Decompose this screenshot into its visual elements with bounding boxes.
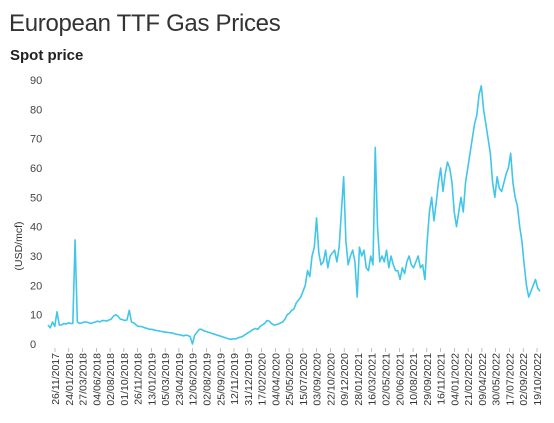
- x-tick-label: 10/08/2021: [408, 353, 420, 406]
- x-tick-label: 25/05/2020: [284, 353, 296, 406]
- y-tick-label: 20: [30, 280, 42, 292]
- x-tick-label: 19/10/2022: [532, 353, 544, 406]
- y-tick-label: 80: [30, 104, 42, 116]
- x-tick-label: 13/01/2019: [146, 353, 158, 406]
- x-tick-label: 02/05/2021: [381, 353, 393, 406]
- x-tick-label: 26/11/2017: [50, 353, 62, 405]
- x-tick-label: 04/01/2022: [449, 353, 461, 406]
- x-tick-label: 20/06/2021: [394, 353, 406, 406]
- x-tick-label: 31/12/2019: [243, 353, 255, 406]
- y-tick-label: 0: [30, 339, 36, 351]
- x-tick-label: 25/09/2019: [215, 353, 227, 406]
- y-tick-label: 60: [30, 163, 42, 175]
- x-tick-label: 22/10/2020: [325, 353, 337, 406]
- y-tick-label: 70: [30, 134, 42, 146]
- series-line: [47, 85, 541, 345]
- x-tick-label: 02/08/2019: [201, 353, 213, 406]
- x-tick-label: 02/08/2018: [105, 353, 117, 406]
- x-tick-label: 29/09/2021: [422, 353, 434, 406]
- y-axis-label: (USD/mcf): [13, 222, 25, 271]
- y-tick-label: 40: [30, 222, 42, 234]
- y-axis: 0 10 20 30 40 50 60 70 80 90: [30, 75, 42, 351]
- x-tick-label: 03/09/2020: [312, 353, 324, 406]
- x-tick-label: 09/04/2022: [477, 353, 489, 406]
- chart-subtitle: Spot price: [10, 47, 84, 64]
- x-tick-label: 28/01/2021: [353, 353, 365, 406]
- x-axis: 26/11/2017 24/01/2018 27/03/2018 04/06/2018…: [50, 348, 544, 406]
- x-tick-label: 04/04/2020: [270, 353, 282, 406]
- x-tick-label: 02/09/2022: [518, 353, 530, 406]
- y-tick-label: 90: [30, 75, 42, 87]
- x-tick-label: 15/07/2020: [298, 353, 310, 406]
- x-tick-label: 01/10/2018: [119, 353, 131, 406]
- x-tick-label: 23/04/2019: [174, 353, 186, 406]
- x-tick-label: 09/12/2020: [339, 353, 351, 406]
- x-tick-label: 30/05/2022: [491, 353, 503, 406]
- plot-area: [47, 85, 541, 345]
- x-tick-label: 12/06/2019: [188, 353, 200, 406]
- x-tick-label: 16/11/2021: [436, 353, 448, 405]
- x-tick-label: 17/07/2022: [504, 353, 516, 406]
- y-tick-label: 50: [30, 192, 42, 204]
- x-tick-label: 05/03/2019: [160, 353, 172, 406]
- chart-title: European TTF Gas Prices: [9, 10, 281, 37]
- y-tick-label: 10: [30, 310, 42, 322]
- x-tick-label: 24/01/2018: [64, 353, 76, 406]
- x-tick-label: 21/02/2022: [463, 353, 475, 406]
- x-tick-label: 16/03/2021: [367, 353, 379, 406]
- y-tick-label: 30: [30, 251, 42, 263]
- x-tick-label: 27/03/2018: [78, 353, 90, 406]
- x-tick-label: 12/11/2019: [229, 353, 241, 405]
- x-tick-label: 17/02/2020: [257, 353, 269, 406]
- x-tick-label: 04/06/2018: [91, 353, 103, 406]
- x-tick-label: 26/11/2018: [133, 353, 145, 405]
